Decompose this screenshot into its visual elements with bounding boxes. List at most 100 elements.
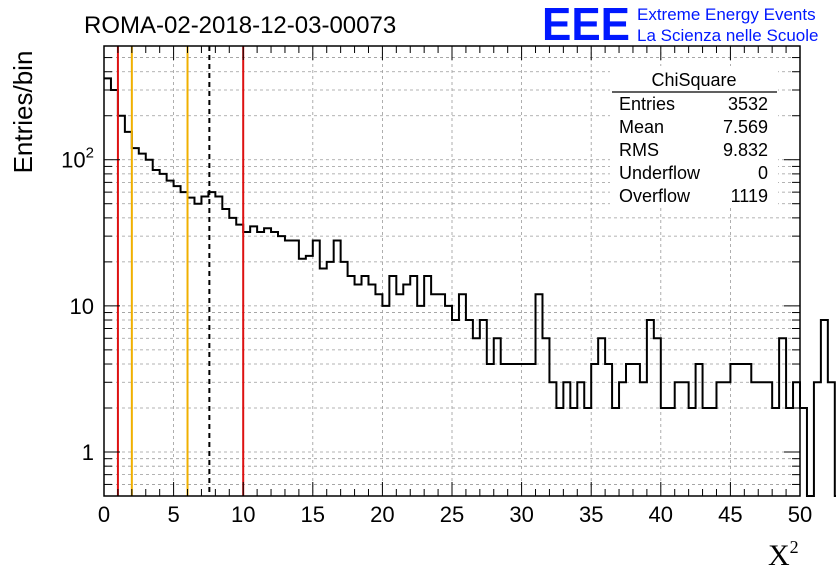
histogram-bin — [396, 294, 403, 496]
eee-logo-text: EEE — [542, 0, 630, 50]
histogram-bin — [814, 382, 821, 496]
histogram-bin — [292, 241, 299, 496]
histogram-bin — [765, 382, 772, 496]
histogram-bin — [751, 382, 758, 496]
histogram-bin — [633, 364, 640, 496]
histogram-bin — [382, 306, 389, 496]
stats-row-value: 7.569 — [723, 117, 768, 137]
histogram-bin — [188, 198, 195, 496]
histogram-bin — [355, 285, 362, 496]
histogram-bin — [264, 228, 271, 496]
x-tick-label: 20 — [370, 502, 394, 527]
stats-row-value: 0 — [758, 163, 768, 183]
histogram-bin — [375, 294, 382, 496]
histogram-bin — [174, 186, 181, 496]
x-tick-label: 35 — [579, 502, 603, 527]
stats-box: ChiSquare Entries 3532 Mean 7.569 RMS 9.832 Un… — [610, 66, 778, 208]
x-tick-label: 45 — [718, 502, 742, 527]
histogram-bin — [250, 226, 257, 496]
histogram-bin — [132, 148, 139, 496]
histogram-bin — [306, 256, 313, 496]
histogram-bin — [104, 78, 111, 496]
stats-row-value: 1119 — [731, 186, 768, 206]
stats-row-value: 3532 — [728, 94, 768, 114]
histogram-bin — [334, 241, 341, 496]
histogram-bin — [215, 197, 222, 496]
histogram-bin — [229, 218, 236, 496]
histogram-bin — [529, 364, 536, 496]
histogram-bin — [153, 170, 160, 496]
histogram-bin — [737, 364, 744, 496]
histogram-bin — [598, 338, 605, 496]
x-tick-label: 0 — [98, 502, 110, 527]
histogram-bin — [536, 294, 543, 496]
histogram-bin — [591, 364, 598, 496]
x-tick-label: 10 — [231, 502, 255, 527]
y-tick-label: 10 — [70, 294, 94, 319]
x-tick-label: 40 — [649, 502, 673, 527]
histogram-bin — [723, 382, 730, 496]
histogram-bin — [793, 382, 800, 496]
stats-row-value: 9.832 — [723, 140, 768, 160]
histogram-bin — [654, 338, 661, 496]
histogram-bin — [473, 338, 480, 496]
histogram-bin — [139, 154, 146, 496]
stats-row-label: RMS — [619, 140, 659, 160]
histogram-bin — [821, 320, 828, 496]
x-tick-label: 50 — [788, 502, 812, 527]
histogram-bin — [744, 364, 751, 496]
histogram-bin — [522, 364, 529, 496]
stats-rows: Entries 3532 Mean 7.569 RMS 9.832 Underflow 0 Ov… — [619, 94, 768, 206]
reference-lines — [116, 46, 245, 496]
histogram-bin — [494, 338, 501, 496]
histogram-bin — [758, 382, 765, 496]
histogram-bin — [201, 197, 208, 496]
histogram-bin — [410, 276, 417, 496]
histogram-bin — [549, 382, 556, 496]
eee-logo-line1: Extreme Energy Events — [637, 5, 816, 24]
histogram-bin — [563, 382, 570, 496]
histogram-bin — [403, 285, 410, 496]
histogram-bin — [181, 192, 188, 496]
histogram-bin — [515, 364, 522, 496]
histogram-bin — [682, 382, 689, 496]
stats-row-label: Underflow — [619, 163, 701, 183]
x-axis-label: X2 — [768, 537, 799, 572]
histogram-bin — [508, 364, 515, 496]
histogram-bin — [675, 382, 682, 496]
x-axis-label-main: X — [768, 539, 790, 572]
histogram-bin — [341, 262, 348, 496]
histogram-bin — [730, 364, 737, 496]
histogram-bin — [146, 160, 153, 496]
histogram-bin — [626, 364, 633, 496]
stats-row-label: Mean — [619, 117, 664, 137]
histogram-bin — [236, 225, 243, 496]
histogram-bin — [362, 276, 369, 496]
histogram-bin — [160, 174, 167, 496]
histogram-bin — [389, 276, 396, 496]
tick-labels: 0 5 10 15 20 25 30 35 40 45 50 1 10 102 — [61, 145, 812, 527]
x-tick-label: 15 — [301, 502, 325, 527]
stats-box-background — [610, 66, 778, 208]
histogram-bin — [459, 294, 466, 496]
histogram-bin — [327, 262, 334, 496]
histogram-bin — [800, 408, 807, 496]
x-tick-label: 25 — [440, 502, 464, 527]
histogram-bin — [438, 294, 445, 496]
histogram-bin — [640, 382, 647, 496]
y-tick-label: 1 — [82, 440, 94, 465]
eee-logo: EEE Extreme Energy Events La Scienza nel… — [542, 0, 818, 50]
histogram-bin — [445, 306, 452, 496]
histogram-bin — [368, 285, 375, 496]
histogram-bin — [696, 364, 703, 496]
x-tick-label: 5 — [167, 502, 179, 527]
histogram-bin — [111, 90, 118, 496]
histogram-bin — [299, 259, 306, 496]
y-tick-label: 102 — [61, 145, 94, 173]
histogram-bin — [828, 382, 835, 496]
y-axis-label: Entries/bin — [8, 51, 38, 174]
eee-logo-line2: La Scienza nelle Scuole — [637, 26, 818, 45]
x-axis-label-sup: 2 — [790, 537, 799, 557]
histogram-bin — [222, 209, 229, 496]
